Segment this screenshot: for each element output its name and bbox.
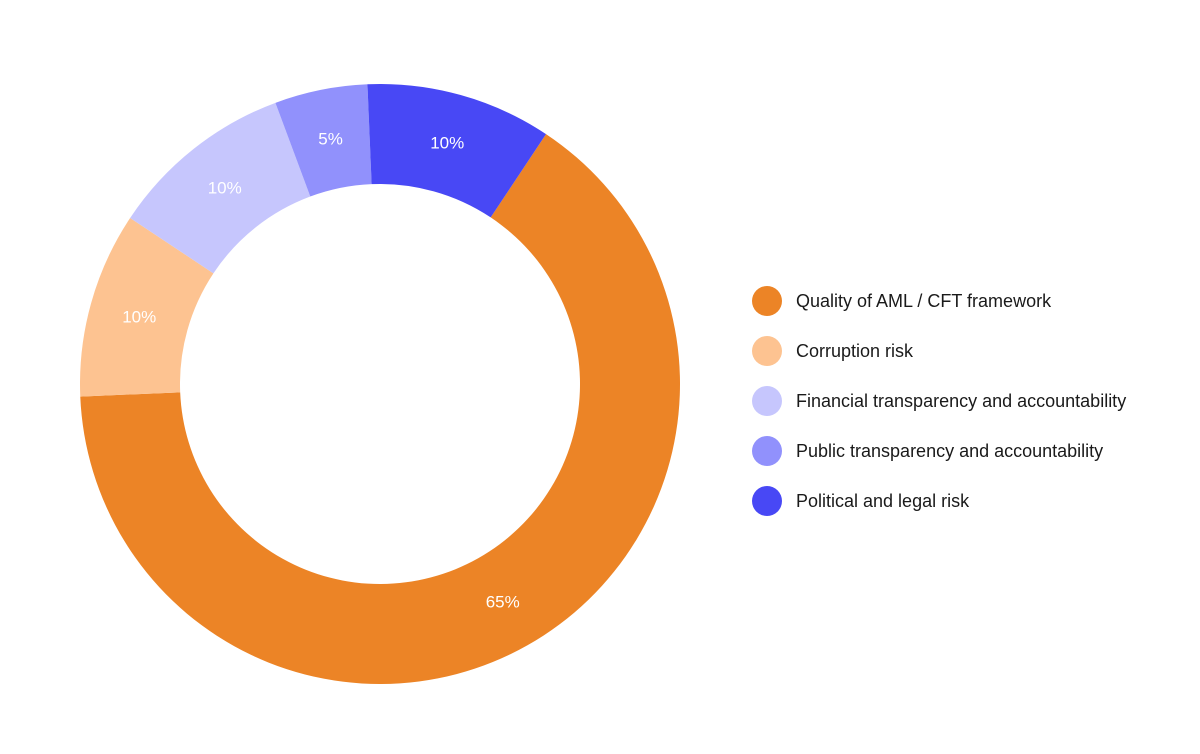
legend-item-public-transparency-and-accountability: Public transparency and accountability	[752, 426, 1192, 476]
slice-financial-transparency-and-accountability	[130, 102, 311, 274]
slice-value-label: 10%	[430, 134, 464, 153]
slice-value-label: 10%	[122, 307, 156, 326]
legend-label: Political and legal risk	[796, 490, 970, 511]
legend-label: Quality of AML / CFT framework	[796, 290, 1052, 311]
legend-label: Corruption risk	[796, 340, 914, 361]
legend-swatch	[752, 286, 782, 316]
legend-item-corruption-risk: Corruption risk	[752, 326, 1192, 376]
legend-item-political-and-legal-risk: Political and legal risk	[752, 476, 1192, 526]
legend-item-financial-transparency-and-accountability: Financial transparency and accountabilit…	[752, 376, 1192, 426]
chart-legend: Quality of AML / CFT framework Corruption…	[752, 276, 1192, 526]
legend-swatch	[752, 336, 782, 366]
slice-political-and-legal-risk	[367, 84, 547, 218]
slice-value-label: 10%	[208, 179, 242, 198]
slice-corruption-risk	[80, 217, 214, 397]
legend-item-quality-of-aml-cft-framework: Quality of AML / CFT framework	[752, 276, 1192, 326]
legend-swatch	[752, 486, 782, 516]
legend-label: Financial transparency and accountabilit…	[796, 390, 1127, 411]
donut-chart: 65% 10% 10% 5% 10%	[80, 84, 680, 684]
legend-swatch	[752, 386, 782, 416]
slice-public-transparency-and-accountability	[275, 84, 372, 197]
slice-value-label: 5%	[318, 129, 343, 148]
slice-value-label: 65%	[486, 592, 520, 611]
slice-quality-of-aml-cft-framework	[80, 134, 680, 684]
legend-label: Public transparency and accountability	[796, 440, 1104, 461]
legend-swatch	[752, 436, 782, 466]
